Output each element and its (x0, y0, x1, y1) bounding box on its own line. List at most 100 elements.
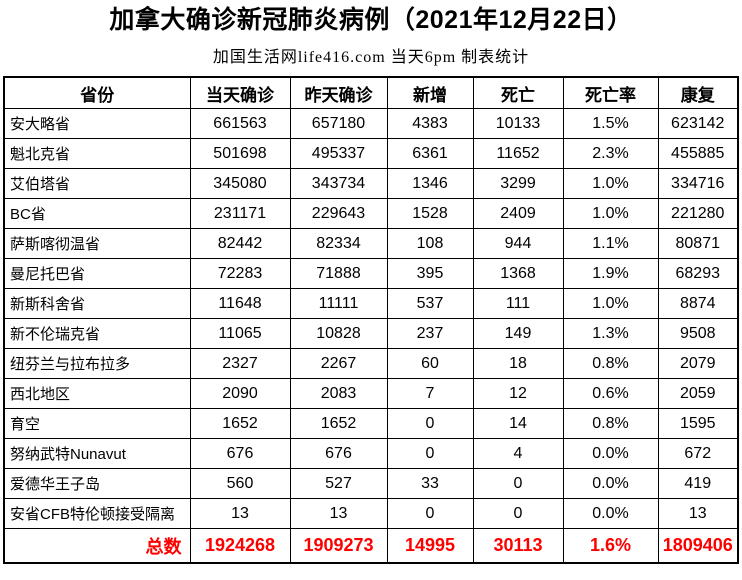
value-cell: 8874 (657, 288, 739, 319)
value-cell: 12 (472, 378, 564, 409)
value-cell: 11065 (189, 318, 291, 349)
province-cell: 努纳武特Nunavut (3, 438, 191, 469)
covid-report-page: 加拿大确诊新冠肺炎病例（2021年12月22日） 加国生活网life416.co… (0, 4, 742, 580)
value-cell: 676 (189, 438, 291, 469)
table-row: 曼尼托巴省 72283 71888 395 1368 1.9% 68293 (3, 258, 739, 289)
table-row: 新斯科舍省 11648 11111 537 111 1.0% 8874 (3, 288, 739, 319)
page-title: 加拿大确诊新冠肺炎病例（2021年12月22日） (109, 6, 633, 34)
value-cell: 2409 (472, 198, 564, 229)
value-cell: 1.5% (562, 108, 659, 139)
header-cell: 死亡率 (562, 76, 659, 109)
value-cell: 14 (472, 408, 564, 439)
province-cell: BC省 (3, 198, 191, 229)
value-cell: 1652 (189, 408, 291, 439)
province-cell: 爱德华王子岛 (3, 468, 191, 499)
value-cell: 1346 (386, 168, 474, 199)
value-cell: 672 (657, 438, 739, 469)
value-cell: 82334 (289, 228, 388, 259)
value-cell: 2083 (289, 378, 388, 409)
total-row: 总数 1924268 1909273 14995 30113 1.6% 1809406 (3, 528, 739, 564)
value-cell: 2079 (657, 348, 739, 379)
value-cell: 944 (472, 228, 564, 259)
value-cell: 13 (289, 498, 388, 529)
value-cell: 2090 (189, 378, 291, 409)
value-cell: 537 (386, 288, 474, 319)
value-cell: 1.0% (562, 288, 659, 319)
table-row: BC省 231171 229643 1528 2409 1.0% 221280 (3, 198, 739, 229)
value-cell: 1528 (386, 198, 474, 229)
table-body: 安大略省 661563 657180 4383 10133 1.5% 623142 魁北克省 5… (3, 108, 739, 529)
value-cell: 1.9% (562, 258, 659, 289)
value-cell: 1595 (657, 408, 739, 439)
value-cell: 237 (386, 318, 474, 349)
table-row: 纽芬兰与拉布拉多 2327 2267 60 18 0.8% 2079 (3, 348, 739, 379)
value-cell: 231171 (189, 198, 291, 229)
table-header: 省份 当天确诊 昨天确诊 新增 死亡 死亡率 康复 (3, 76, 739, 109)
table-row: 育空 1652 1652 0 14 0.8% 1595 (3, 408, 739, 439)
province-cell: 新不伦瑞克省 (3, 318, 191, 349)
value-cell: 13 (189, 498, 291, 529)
province-cell: 安大略省 (3, 108, 191, 139)
total-value-cell: 1.6% (562, 528, 659, 564)
value-cell: 71888 (289, 258, 388, 289)
value-cell: 501698 (189, 138, 291, 169)
value-cell: 149 (472, 318, 564, 349)
value-cell: 1.0% (562, 168, 659, 199)
table-row: 魁北克省 501698 495337 6361 11652 2.3% 455885 (3, 138, 739, 169)
value-cell: 2.3% (562, 138, 659, 169)
value-cell: 82442 (189, 228, 291, 259)
value-cell: 10828 (289, 318, 388, 349)
value-cell: 395 (386, 258, 474, 289)
province-cell: 萨斯喀彻温省 (3, 228, 191, 259)
value-cell: 676 (289, 438, 388, 469)
value-cell: 455885 (657, 138, 739, 169)
value-cell: 13 (657, 498, 739, 529)
header-cell: 省份 (3, 76, 191, 109)
province-cell: 纽芬兰与拉布拉多 (3, 348, 191, 379)
value-cell: 0 (386, 498, 474, 529)
covid-table: 省份 当天确诊 昨天确诊 新增 死亡 死亡率 康复 安大略省 661563 657180 4383… (3, 76, 739, 564)
value-cell: 0.8% (562, 408, 659, 439)
header-cell: 死亡 (472, 76, 564, 109)
province-cell: 育空 (3, 408, 191, 439)
value-cell: 527 (289, 468, 388, 499)
total-label: 总数 (3, 528, 191, 564)
value-cell: 343734 (289, 168, 388, 199)
value-cell: 1.1% (562, 228, 659, 259)
total-value-cell: 14995 (386, 528, 474, 564)
value-cell: 18 (472, 348, 564, 379)
value-cell: 0 (386, 438, 474, 469)
value-cell: 60 (386, 348, 474, 379)
value-cell: 345080 (189, 168, 291, 199)
province-cell: 新斯科舍省 (3, 288, 191, 319)
header-cell: 当天确诊 (189, 76, 291, 109)
value-cell: 2059 (657, 378, 739, 409)
value-cell: 72283 (189, 258, 291, 289)
value-cell: 229643 (289, 198, 388, 229)
province-cell: 魁北克省 (3, 138, 191, 169)
table-row: 爱德华王子岛 560 527 33 0 0.0% 419 (3, 468, 739, 499)
value-cell: 7 (386, 378, 474, 409)
value-cell: 0.0% (562, 438, 659, 469)
value-cell: 2267 (289, 348, 388, 379)
value-cell: 68293 (657, 258, 739, 289)
value-cell: 80871 (657, 228, 739, 259)
value-cell: 108 (386, 228, 474, 259)
value-cell: 11652 (472, 138, 564, 169)
header-cell: 新增 (386, 76, 474, 109)
province-cell: 曼尼托巴省 (3, 258, 191, 289)
value-cell: 560 (189, 468, 291, 499)
value-cell: 623142 (657, 108, 739, 139)
value-cell: 3299 (472, 168, 564, 199)
table-row: 安大略省 661563 657180 4383 10133 1.5% 623142 (3, 108, 739, 139)
table-row: 努纳武特Nunavut 676 676 0 4 0.0% 672 (3, 438, 739, 469)
total-value-cell: 1924268 (189, 528, 291, 564)
value-cell: 0.6% (562, 378, 659, 409)
total-value-cell: 1809406 (657, 528, 739, 564)
value-cell: 11648 (189, 288, 291, 319)
province-cell: 西北地区 (3, 378, 191, 409)
value-cell: 4383 (386, 108, 474, 139)
value-cell: 2327 (189, 348, 291, 379)
value-cell: 1.0% (562, 198, 659, 229)
table-row: 萨斯喀彻温省 82442 82334 108 944 1.1% 80871 (3, 228, 739, 259)
